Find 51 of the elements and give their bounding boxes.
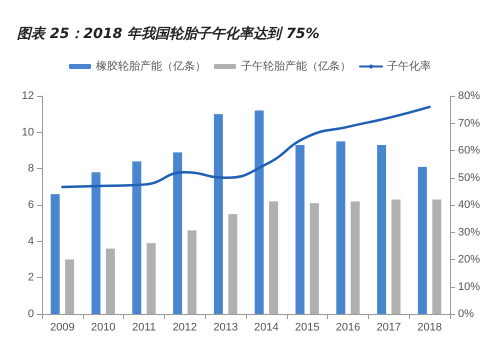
bar xyxy=(173,152,182,314)
y-tick-label: 10 xyxy=(22,126,34,138)
chart-title: 图表 25：2018 年我国轮胎子午化率达到 75% xyxy=(17,25,320,42)
y-tick-label: 2 xyxy=(28,272,34,284)
bar xyxy=(377,145,386,314)
bar xyxy=(132,161,142,314)
y-tick-label: 0 xyxy=(28,308,34,320)
x-tick-label: 2016 xyxy=(336,322,360,334)
bar xyxy=(106,248,115,314)
y-tick-label: 8 xyxy=(28,162,34,175)
x-tick-label: 2009 xyxy=(50,322,75,334)
y2-tick-label: 30% xyxy=(458,226,480,238)
y2-tick-label: 0% xyxy=(458,308,474,320)
bar xyxy=(269,201,278,314)
bar xyxy=(92,172,100,314)
y-tick-label: 12 xyxy=(22,90,34,102)
y2-tick-label: 80% xyxy=(458,90,480,102)
y2-tick-label: 70% xyxy=(458,117,480,130)
x-tick-label: 2011 xyxy=(132,322,156,334)
bar xyxy=(50,194,60,314)
bar xyxy=(296,145,304,314)
bar xyxy=(228,214,238,314)
legend-label: 橡胶轮胎产能（亿条） xyxy=(96,60,206,72)
legend-label: 子午化率 xyxy=(387,60,431,72)
bar xyxy=(146,243,156,314)
bar xyxy=(310,203,319,314)
bar xyxy=(432,200,442,314)
x-tick-label: 2010 xyxy=(90,322,116,334)
y2-tick-label: 10% xyxy=(458,280,480,293)
bar xyxy=(392,200,400,314)
legend-label: 子午轮胎产能（亿条） xyxy=(241,60,351,72)
line-series xyxy=(61,106,431,188)
y2-tick-label: 60% xyxy=(458,144,480,156)
bar xyxy=(336,141,346,314)
y-tick-label: 4 xyxy=(28,235,34,248)
x-tick-label: 2013 xyxy=(213,322,238,334)
bar xyxy=(254,110,264,314)
y2-tick-label: 40% xyxy=(458,199,480,211)
bar xyxy=(214,114,223,314)
y2-tick-label: 20% xyxy=(458,254,480,266)
bar xyxy=(65,260,74,314)
x-tick-label: 2015 xyxy=(294,322,320,334)
x-tick-label: 2017 xyxy=(376,322,402,334)
y-tick-label: 6 xyxy=(28,199,34,211)
bar xyxy=(350,201,360,314)
x-tick-label: 2014 xyxy=(254,322,279,334)
x-tick-label: 2018 xyxy=(417,322,442,334)
bar xyxy=(188,230,196,314)
y2-tick-label: 50% xyxy=(458,172,480,184)
x-tick-label: 2012 xyxy=(172,322,198,334)
bar xyxy=(418,166,427,314)
